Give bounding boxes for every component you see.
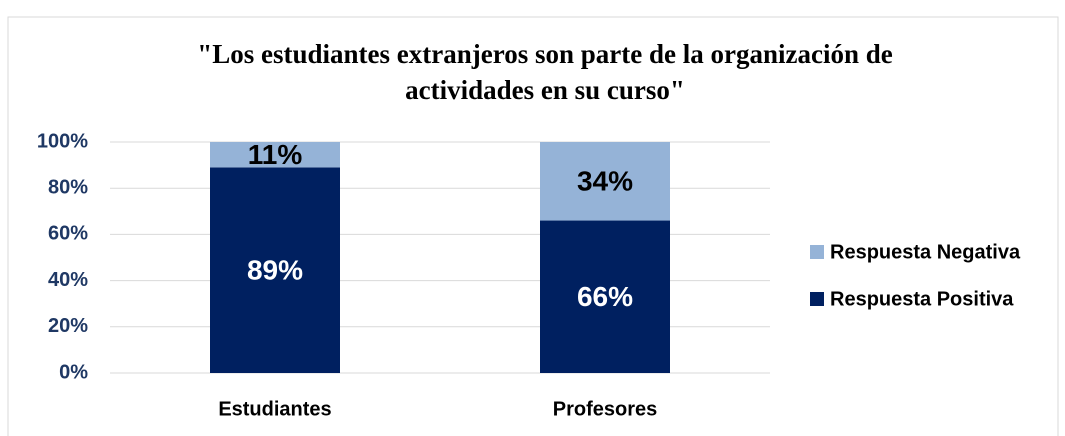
x-tick-label: Estudiantes <box>218 398 331 420</box>
y-tick-label: 40% <box>48 269 88 291</box>
y-tick-label: 20% <box>48 315 88 337</box>
data-label: 11% <box>248 139 303 170</box>
bar-segment <box>210 167 340 373</box>
y-tick-label: 0% <box>59 361 88 383</box>
bar-segment <box>540 142 670 221</box>
data-label: 34% <box>577 166 633 197</box>
bar-segment <box>540 220 670 373</box>
chart-frame <box>7 16 1059 436</box>
bar-segment <box>210 142 340 168</box>
legend-label: Respuesta Negativa <box>830 241 1021 263</box>
y-tick-label: 60% <box>48 223 88 245</box>
data-label: 66% <box>577 281 633 312</box>
x-tick-label: Profesores <box>553 398 658 420</box>
chart-title: "Los estudiantes extranjeros son parte d… <box>197 39 893 105</box>
legend-label: Respuesta Positiva <box>830 288 1014 310</box>
legend-swatch <box>810 245 824 259</box>
legend-swatch <box>810 292 824 306</box>
y-tick-label: 100% <box>37 130 88 152</box>
y-tick-label: 80% <box>48 176 88 198</box>
data-label: 89% <box>247 255 303 286</box>
